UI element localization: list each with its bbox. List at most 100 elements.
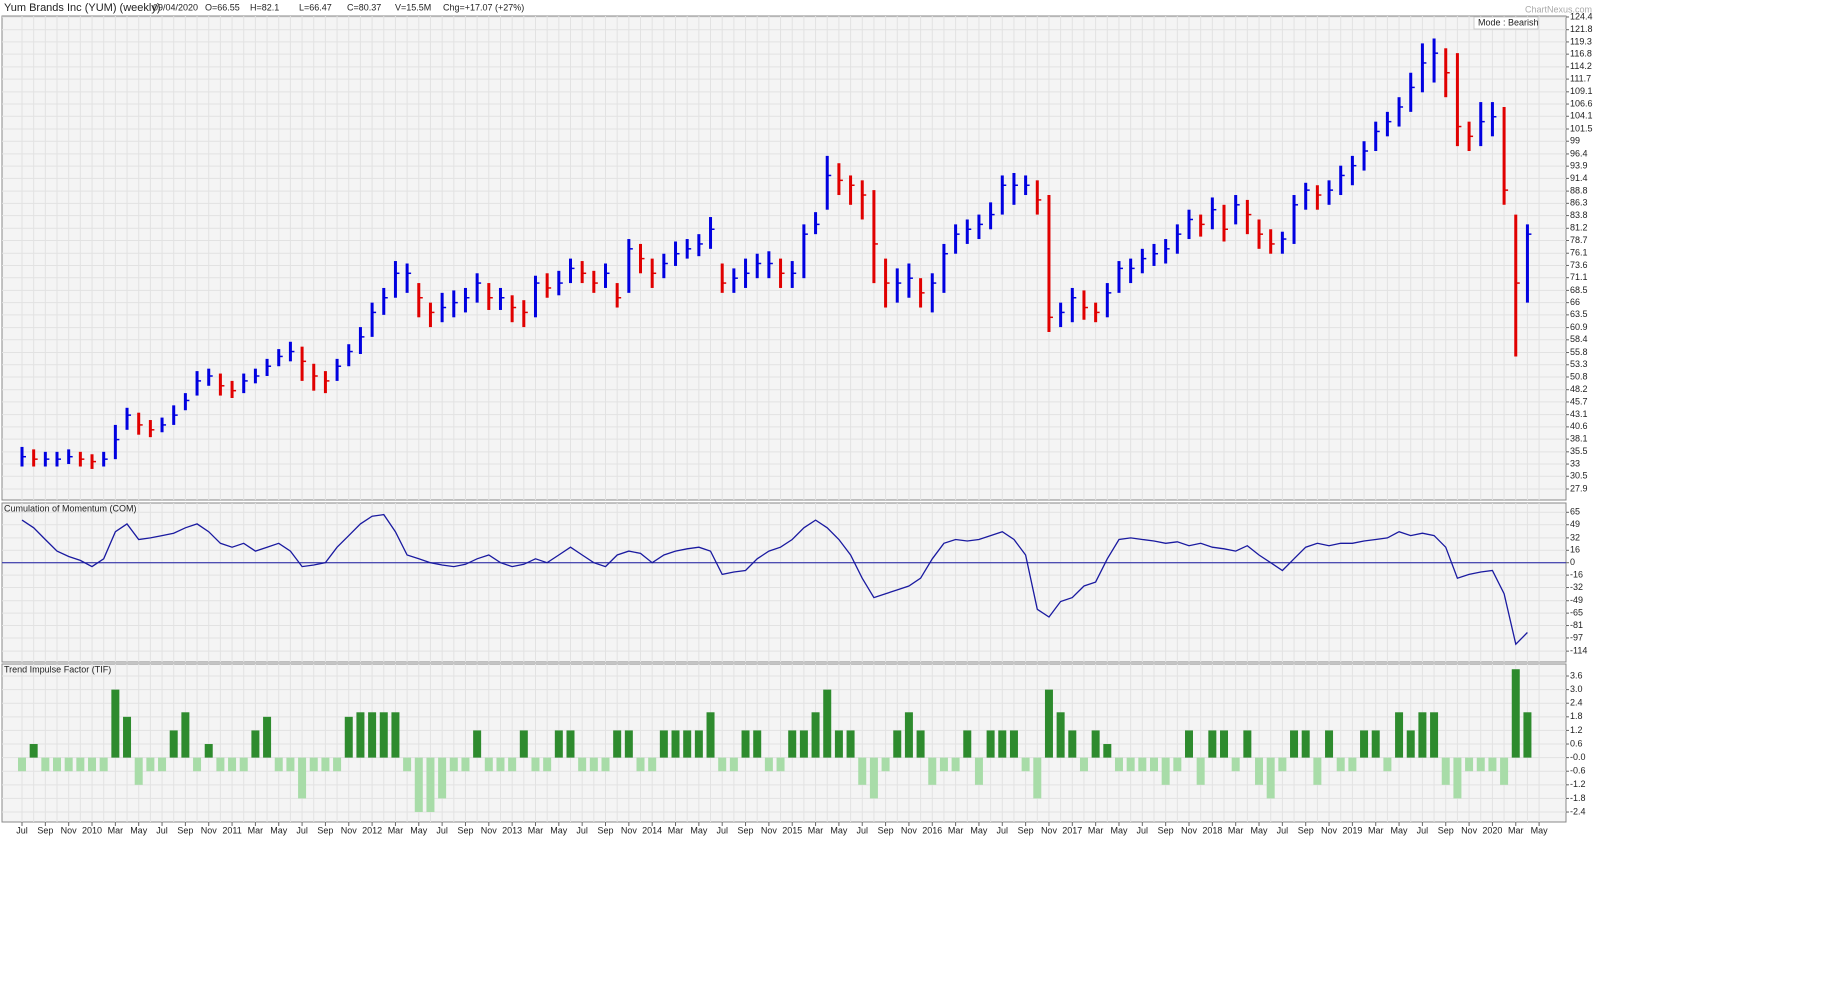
x-tick-label: 2020: [1482, 825, 1502, 835]
y-tick-label: 101.5: [1570, 123, 1593, 133]
tif-bar: [1161, 757, 1170, 785]
tif-bar: [613, 730, 622, 758]
y-tick-label: 55.8: [1570, 347, 1588, 357]
x-tick-label: May: [1391, 825, 1409, 835]
tif-bar: [974, 757, 983, 785]
y-tick-label: 58.4: [1570, 334, 1588, 344]
tif-bar: [659, 730, 668, 758]
y-tick-label: 1.2: [1570, 725, 1583, 735]
tif-bar: [18, 757, 26, 772]
tif-bar: [1430, 712, 1439, 758]
tif-bar: [1348, 757, 1357, 772]
tif-bar: [344, 716, 353, 758]
tif-bar: [1126, 757, 1135, 772]
y-tick-label: 73.6: [1570, 260, 1588, 270]
tif-bar: [1406, 730, 1415, 758]
y-tick-label: 49: [1570, 519, 1580, 529]
tif-bar: [1453, 757, 1462, 799]
x-tick-label: Nov: [621, 825, 638, 835]
y-tick-label: 88.8: [1570, 185, 1588, 195]
tif-bar: [1033, 757, 1042, 799]
tif-bar: [811, 712, 820, 758]
tif-bar: [286, 757, 295, 772]
y-tick-label: 2.4: [1570, 698, 1583, 708]
x-tick-label: Sep: [1158, 825, 1174, 835]
x-tick-label: 2012: [362, 825, 382, 835]
mode-box: [1473, 16, 1539, 30]
y-tick-label: 121.8: [1570, 24, 1593, 34]
x-tick-label: Jul: [856, 825, 868, 835]
x-tick-label: Mar: [108, 825, 124, 835]
x-tick-label: Nov: [61, 825, 78, 835]
tif-bar: [939, 757, 948, 772]
tif-bar: [333, 757, 342, 772]
x-tick-label: May: [830, 825, 848, 835]
x-tick-label: Nov: [1461, 825, 1478, 835]
x-tick-label: Nov: [481, 825, 498, 835]
tif-bar: [169, 730, 178, 758]
x-tick-label: Sep: [1298, 825, 1314, 835]
header-item: V=15.5M: [395, 2, 431, 12]
y-tick-label: 1.8: [1570, 711, 1583, 721]
tif-bar: [88, 757, 97, 772]
tif-bar: [204, 744, 213, 758]
y-tick-label: -0.0: [1570, 752, 1586, 762]
y-tick-label: 40.6: [1570, 421, 1588, 431]
y-tick-label: -97: [1570, 632, 1583, 642]
y-tick-label: 63.5: [1570, 309, 1588, 319]
x-tick-label: Nov: [201, 825, 218, 835]
header-item: 09/04/2020: [153, 2, 198, 12]
tif-bar: [356, 712, 365, 758]
x-tick-label: May: [1531, 825, 1549, 835]
tif-bar: [1325, 730, 1334, 758]
y-tick-label: 124.4: [1570, 11, 1593, 21]
x-tick-label: Jul: [1277, 825, 1289, 835]
x-tick-label: Nov: [901, 825, 918, 835]
y-tick-label: 76.1: [1570, 248, 1588, 258]
tif-bar: [508, 757, 517, 772]
tif-bar: [123, 716, 132, 758]
x-tick-label: Sep: [317, 825, 333, 835]
x-tick-label: May: [270, 825, 288, 835]
tif-bar: [1313, 757, 1322, 785]
tif-bar: [321, 757, 330, 772]
y-tick-label: 106.6: [1570, 98, 1593, 108]
tif-bar: [1488, 757, 1497, 772]
x-tick-label: May: [1251, 825, 1269, 835]
tif-bar: [251, 730, 260, 758]
tif-bar: [554, 730, 563, 758]
x-tick-label: Jul: [716, 825, 728, 835]
x-tick-label: May: [550, 825, 568, 835]
y-tick-label: 83.8: [1570, 210, 1588, 220]
x-tick-label: Mar: [528, 825, 544, 835]
tif-bar: [1044, 689, 1053, 758]
tif-bar: [846, 730, 855, 758]
tif-bar: [274, 757, 283, 772]
com-line: [21, 513, 1528, 646]
tif-bar: [951, 757, 960, 772]
y-tick-label: -81: [1570, 620, 1583, 630]
y-tick-label: 50.8: [1570, 371, 1588, 381]
y-tick-label: 43.1: [1570, 409, 1588, 419]
x-tick-label: Mar: [388, 825, 404, 835]
tif-bar: [1103, 744, 1112, 758]
x-tick-label: Sep: [457, 825, 473, 835]
x-tick-label: Jul: [436, 825, 448, 835]
y-tick-label: -1.2: [1570, 779, 1586, 789]
tif-bar: [694, 730, 703, 758]
plot-area: [1, 15, 1567, 501]
tif-bar: [1336, 757, 1345, 772]
tif-bar: [916, 730, 925, 758]
x-tick-label: 2013: [502, 825, 522, 835]
tif-bar: [298, 757, 307, 799]
tif-bar: [834, 730, 843, 758]
tif-bar: [64, 757, 73, 772]
tif-bar: [543, 757, 552, 772]
tif-bar: [1138, 757, 1147, 772]
tif-bar: [1290, 730, 1299, 758]
tif-bar: [531, 757, 540, 772]
y-tick-label: 116.8: [1570, 49, 1592, 59]
tif-bar: [1208, 730, 1217, 758]
y-tick-label: 33: [1570, 458, 1580, 468]
x-tick-label: Mar: [808, 825, 824, 835]
